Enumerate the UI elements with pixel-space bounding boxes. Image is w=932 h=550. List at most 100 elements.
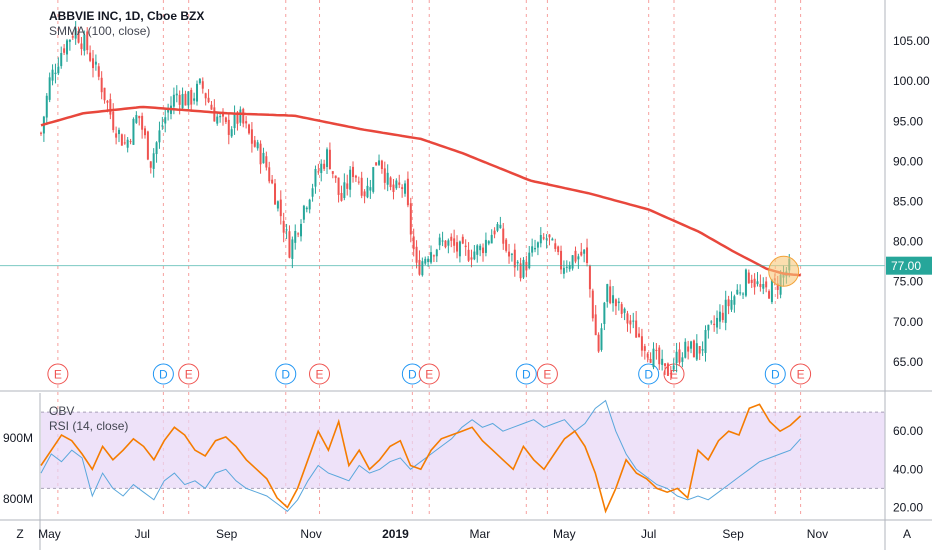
candle-body — [94, 61, 97, 65]
crossover-highlight — [768, 255, 800, 287]
time-tick-label: Sep — [216, 527, 238, 541]
candle-body — [776, 283, 779, 290]
candle-body — [404, 183, 407, 194]
candle-body — [695, 343, 698, 360]
candle-body — [386, 172, 389, 185]
candle-body — [115, 133, 118, 138]
candle-body — [326, 149, 329, 168]
candle-body — [259, 143, 262, 165]
rsi-band — [41, 412, 885, 489]
dividend-marker[interactable] — [152, 363, 174, 385]
candle-body — [146, 131, 149, 160]
candle-body — [187, 91, 190, 106]
candle-body — [432, 255, 435, 257]
candle-body — [141, 115, 144, 130]
candle-body — [765, 281, 768, 288]
candle-body — [479, 245, 482, 251]
price-tick-label: 95.00 — [893, 114, 923, 128]
dividend-marker[interactable] — [275, 363, 297, 385]
candle-body — [184, 93, 187, 106]
candle-body — [583, 249, 586, 254]
candle-body — [652, 348, 655, 368]
candle-body — [562, 267, 565, 274]
last-price-badge-label: 77.00 — [891, 259, 921, 273]
candle-body — [349, 169, 352, 190]
candle-body — [291, 239, 294, 259]
candle-body — [138, 115, 141, 119]
event-marker-label: D — [771, 368, 780, 382]
dividend-marker[interactable] — [764, 363, 786, 385]
price-tick-label: 65.00 — [893, 355, 923, 369]
candle-body — [398, 182, 401, 185]
price-tick-label: 105.00 — [893, 34, 930, 48]
candle-body — [508, 251, 511, 257]
candle-body — [678, 349, 681, 363]
candle-body — [690, 341, 693, 349]
candle-body — [68, 39, 71, 42]
earnings-marker[interactable] — [178, 363, 200, 385]
candle-body — [675, 351, 678, 364]
auto-scale-button[interactable]: A — [903, 527, 911, 541]
earnings-marker[interactable] — [790, 363, 812, 385]
candle-body — [438, 237, 441, 246]
candle-body — [190, 89, 193, 105]
candle-body — [505, 239, 508, 251]
candle-body — [152, 153, 155, 169]
candle-body — [768, 291, 771, 299]
candle-body — [256, 142, 259, 149]
candle-body — [172, 94, 175, 107]
candle-body — [698, 346, 701, 354]
candle-body — [74, 28, 77, 39]
candle-body — [123, 142, 126, 144]
candle-body — [447, 240, 450, 246]
candle-body — [461, 236, 464, 244]
candle-body — [476, 245, 479, 255]
earnings-marker[interactable] — [418, 363, 440, 385]
candle-body — [467, 249, 470, 261]
earnings-marker[interactable] — [47, 363, 69, 385]
candle-body — [366, 185, 369, 198]
earnings-marker[interactable] — [536, 363, 558, 385]
candle-body — [620, 304, 623, 314]
candle-body — [716, 317, 719, 328]
candle-body — [201, 81, 204, 89]
candle-body — [262, 152, 265, 164]
candle-body — [383, 168, 386, 183]
candle-body — [629, 320, 632, 325]
candle-body — [450, 236, 453, 241]
candle-body — [363, 191, 366, 197]
candle-body — [357, 181, 360, 183]
candle-body — [219, 116, 222, 118]
candle-body — [623, 308, 626, 313]
candle-body — [196, 83, 199, 102]
candle-body — [181, 94, 184, 109]
earnings-marker[interactable] — [309, 363, 331, 385]
candle-body — [669, 373, 672, 375]
candle-body — [730, 300, 733, 310]
candle-body — [502, 228, 505, 244]
candle-body — [560, 250, 563, 270]
candle-body — [536, 242, 539, 248]
candle-body — [265, 156, 268, 168]
candle-body — [453, 238, 456, 246]
candle-body — [643, 346, 646, 351]
candle-body — [736, 289, 739, 295]
candle-body — [568, 265, 571, 270]
candle-body — [118, 129, 121, 135]
candle-body — [614, 299, 617, 307]
indicator-pane[interactable] — [40, 399, 885, 514]
rsi-legend: RSI (14, close) — [49, 419, 129, 433]
candle-body — [733, 296, 736, 305]
candle-body — [401, 187, 404, 189]
event-marker-label: E — [54, 368, 62, 382]
candle-body — [770, 279, 773, 303]
zoom-button[interactable]: Z — [16, 527, 23, 541]
dividend-marker[interactable] — [515, 363, 537, 385]
candle-body — [640, 336, 643, 351]
event-marker-label: E — [185, 368, 193, 382]
candle-body — [487, 241, 490, 244]
candle-body — [149, 161, 152, 168]
candle-body — [692, 340, 695, 358]
